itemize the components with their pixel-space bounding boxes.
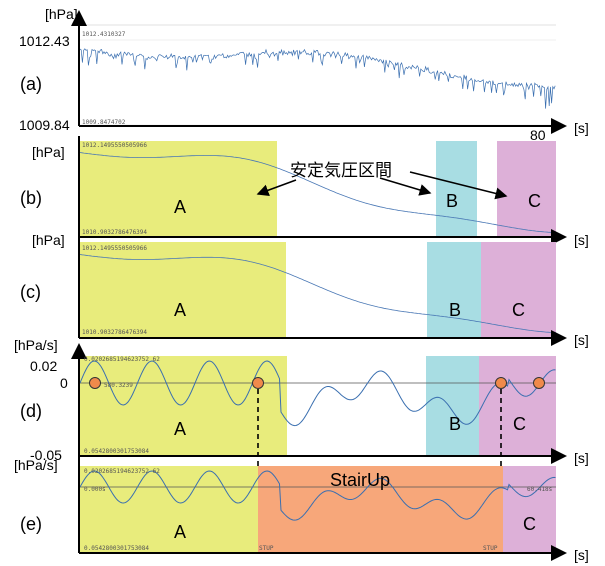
panel-d-region-b bbox=[426, 356, 479, 455]
panel-c-label: (c) bbox=[20, 282, 41, 302]
panel-e-stup-end: STUP bbox=[483, 545, 498, 552]
panel-c-region-c-label: C bbox=[512, 300, 525, 320]
panel-b-series-line bbox=[79, 152, 557, 233]
panel-d-small-mid: 580.3239 bbox=[104, 382, 133, 389]
panel-b: [hPa] (b) A B C [s] 1012.1495550505966 1… bbox=[20, 136, 589, 248]
panel-d-region-a bbox=[80, 356, 287, 455]
panel-d: [hPa/s] 0.02 0 -0.05 (d) A B C [s] 0.020… bbox=[14, 337, 589, 470]
panel-a-xlabel: [s] bbox=[574, 120, 589, 136]
panel-c-ylabel: [hPa] bbox=[32, 232, 65, 248]
panel-a-small-max: 1012.4310327 bbox=[82, 31, 126, 38]
panel-a-ytick-bottom: 1009.84 bbox=[19, 117, 70, 133]
panel-c-small-max: 1012.1495550505966 bbox=[82, 245, 147, 252]
panel-b-region-b bbox=[436, 141, 477, 236]
panel-b-small-max: 1012.1495550505966 bbox=[82, 142, 147, 149]
zero-crossing-marker bbox=[533, 377, 545, 389]
panel-d-small-max: 0.0202685194623752 62 bbox=[84, 356, 160, 363]
panel-e-stup-start: STUP bbox=[259, 545, 274, 552]
panel-a-series-line bbox=[79, 48, 556, 109]
panel-a-label: (a) bbox=[20, 74, 42, 94]
panel-d-region-c bbox=[479, 356, 556, 455]
panel-e-region-a-label: A bbox=[174, 522, 186, 542]
panel-e-region-c bbox=[503, 466, 556, 552]
zero-crossing-marker bbox=[252, 377, 264, 389]
panel-b-label: (b) bbox=[20, 188, 42, 208]
panel-d-ytick-zero: 0 bbox=[60, 375, 68, 391]
panel-a: [hPa] 1012.43 1009.84 (a) 80 [s] 1012.43… bbox=[19, 6, 589, 143]
panel-e: [hPa/s] (e) A StairUp C [s] 0.0202685194… bbox=[14, 456, 589, 563]
panel-e-small-min: 0.0542800301753084 bbox=[84, 545, 149, 552]
panel-d-region-c-label: C bbox=[513, 414, 526, 434]
panel-e-series-line bbox=[79, 470, 556, 521]
panel-c-region-c bbox=[481, 242, 556, 337]
panel-e-xlabel: [s] bbox=[574, 547, 589, 563]
panel-e-label: (e) bbox=[20, 514, 42, 534]
panel-c-region-b bbox=[427, 242, 481, 337]
panel-a-ytick-top: 1012.43 bbox=[19, 33, 70, 49]
panel-b-region-a bbox=[80, 141, 277, 236]
panel-b-xlabel: [s] bbox=[574, 232, 589, 248]
panel-c-region-b-label: B bbox=[449, 300, 461, 320]
panel-b-region-a-label: A bbox=[174, 197, 186, 217]
panel-e-small-end: 60.418s bbox=[527, 486, 553, 493]
annotation-arrow-b bbox=[379, 177, 432, 196]
panel-d-ytick-top: 0.02 bbox=[30, 358, 57, 374]
annotation-arrow-a bbox=[256, 179, 297, 197]
panel-c-xlabel: [s] bbox=[574, 332, 589, 348]
panel-e-ylabel: [hPa/s] bbox=[14, 457, 58, 473]
panel-b-region-c-label: C bbox=[528, 191, 541, 211]
panel-e-region-stairup-label: StairUp bbox=[330, 470, 390, 490]
panel-e-region-a bbox=[80, 466, 258, 552]
stable-pressure-annotation: 安定気圧区間 bbox=[290, 161, 392, 180]
panel-e-region-stairup bbox=[258, 466, 503, 552]
panel-d-region-b-label: B bbox=[449, 414, 461, 434]
panel-e-small-max: 0.0202685194623752 62 bbox=[84, 468, 160, 475]
panel-b-small-min: 1010.9032786476394 bbox=[82, 229, 147, 236]
zero-crossing-marker bbox=[89, 377, 101, 389]
panel-c: [hPa] (c) A B C [s] 1012.1495550505966 1… bbox=[20, 232, 589, 348]
panel-c-region-a bbox=[80, 242, 286, 337]
panel-a-ylabel: [hPa] bbox=[45, 6, 78, 22]
panel-d-series-line bbox=[79, 360, 556, 427]
panel-a-xtick: 80 bbox=[530, 127, 546, 143]
panel-e-small-start: 0.000s bbox=[84, 486, 106, 493]
panel-d-ytick-bottom: -0.05 bbox=[30, 447, 62, 463]
panel-d-region-a-label: A bbox=[174, 419, 186, 439]
panel-d-label: (d) bbox=[20, 401, 42, 421]
panel-e-region-c-label: C bbox=[523, 514, 536, 534]
panel-c-series-line bbox=[79, 254, 557, 334]
panel-d-small-min: 0.0542800301753084 bbox=[84, 448, 149, 455]
panel-c-region-a-label: A bbox=[174, 300, 186, 320]
panel-b-region-b-label: B bbox=[446, 191, 458, 211]
panel-c-small-min: 1010.9032786476394 bbox=[82, 329, 147, 336]
panel-d-ylabel: [hPa/s] bbox=[14, 337, 58, 353]
zero-crossing-marker bbox=[495, 377, 507, 389]
panel-d-xlabel: [s] bbox=[574, 450, 589, 466]
annotation-arrow-c bbox=[409, 171, 508, 200]
panel-a-small-min: 1009.8474702 bbox=[82, 119, 126, 126]
panel-b-region-c bbox=[497, 141, 556, 236]
panel-b-ylabel: [hPa] bbox=[32, 144, 65, 160]
